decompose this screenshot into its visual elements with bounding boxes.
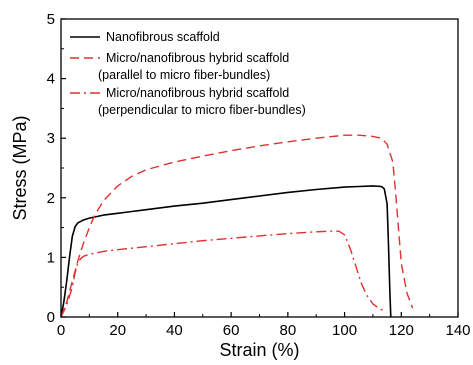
legend-label: Nanofibrous scaffold [106, 30, 220, 44]
axis-ticks: 0 20 40 60 80 100 120 140 0 1 2 3 4 5 [47, 11, 471, 339]
x-tick-label: 20 [109, 322, 126, 339]
y-tick-label: 4 [47, 71, 55, 88]
legend-label: Micro/nanofibrous hybrid scaffold [106, 86, 289, 100]
y-tick-label: 3 [47, 130, 55, 147]
legend-label: Micro/nanofibrous hybrid scaffold [106, 51, 289, 65]
plot-series [60, 134, 414, 318]
series-line-1 [60, 185, 392, 318]
y-tick-label: 0 [47, 309, 55, 326]
series-line-3 [60, 230, 385, 318]
x-tick-label: 0 [57, 322, 65, 339]
plot-frame [60, 18, 459, 318]
y-tick-label: 1 [47, 249, 55, 266]
legend-label: (parallel to micro fiber-bundles) [98, 68, 270, 82]
legend: Nanofibrous scaffold Micro/nanofibrous hy… [70, 30, 306, 117]
series-line-2 [60, 134, 414, 318]
x-tick-label: 100 [332, 322, 357, 339]
x-tick-label: 80 [280, 322, 297, 339]
y-tick-label: 5 [47, 11, 55, 28]
x-tick-label: 40 [166, 322, 183, 339]
x-tick-label: 60 [223, 322, 240, 339]
x-tick-label: 120 [389, 322, 414, 339]
legend-label: (perpendicular to micro fiber-bundles) [98, 103, 306, 117]
y-tick-label: 2 [47, 190, 55, 207]
x-tick-label: 140 [445, 322, 470, 339]
x-axis-label: Strain (%) [219, 340, 299, 360]
y-axis-label: Stress (MPa) [10, 115, 30, 220]
